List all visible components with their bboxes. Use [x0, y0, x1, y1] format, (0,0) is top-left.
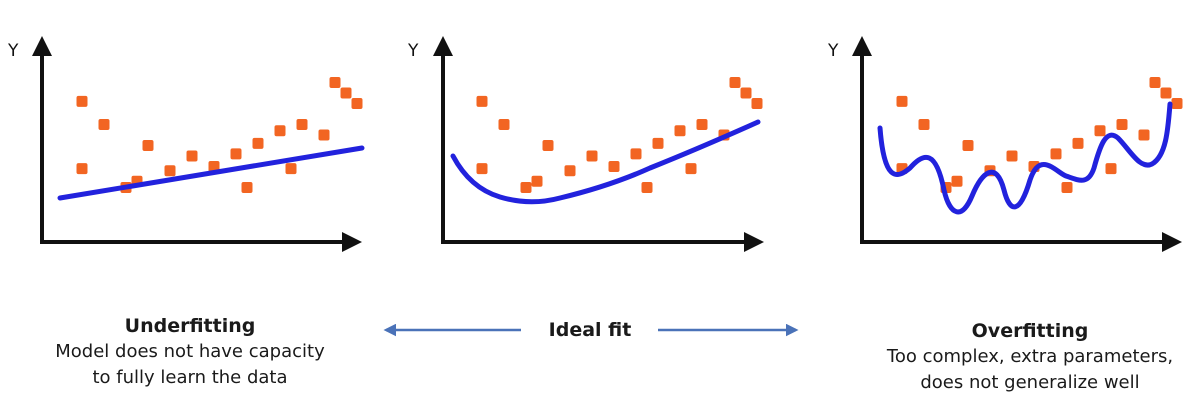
data-point	[1105, 163, 1117, 175]
caption-overfitting: Overfitting Too complex, extra parameter…	[860, 318, 1200, 396]
panel-ideal-fit: Y	[407, 36, 764, 252]
data-point	[230, 148, 242, 160]
data-point	[186, 150, 198, 162]
data-point	[1061, 182, 1073, 193]
data-point	[1116, 119, 1128, 130]
caption-title: Overfitting	[971, 320, 1089, 342]
caption-title: Underfitting	[124, 315, 256, 337]
data-point	[520, 182, 532, 193]
data-point	[476, 95, 488, 107]
data-point	[318, 129, 330, 141]
data-point	[674, 125, 686, 137]
data-point	[1006, 150, 1018, 162]
data-point	[729, 77, 741, 88]
data-point	[696, 119, 708, 130]
data-point	[685, 163, 697, 175]
data-point	[542, 140, 554, 151]
caption-description-line1: Model does not have capacity	[55, 341, 325, 362]
data-point	[1149, 77, 1161, 88]
caption-description-line1: Too complex, extra parameters,	[886, 346, 1174, 367]
data-points	[76, 77, 363, 193]
data-point	[630, 148, 642, 160]
data-point	[652, 137, 664, 149]
data-point	[951, 175, 963, 187]
caption-title: Ideal fit	[548, 319, 632, 341]
data-point	[641, 182, 653, 193]
data-point	[476, 163, 488, 175]
data-point	[1072, 137, 1084, 149]
y-axis-label: Y	[827, 41, 839, 61]
data-point	[1094, 125, 1106, 137]
caption-description-line2: to fully learn the data	[92, 367, 288, 388]
data-point	[918, 119, 930, 130]
data-point	[1138, 129, 1150, 141]
data-point	[1050, 148, 1062, 160]
data-point	[340, 87, 352, 99]
caption-underfitting: Underfitting Model does not have capacit…	[20, 313, 360, 391]
y-axis-label: Y	[407, 41, 419, 61]
data-point	[1171, 98, 1183, 109]
data-point	[296, 119, 308, 130]
data-point	[329, 77, 341, 88]
data-point	[498, 119, 510, 130]
data-point	[896, 95, 908, 107]
data-point	[351, 98, 363, 109]
data-point	[608, 161, 620, 172]
caption-description-line2: does not generalize well	[920, 372, 1140, 393]
data-points	[476, 77, 763, 193]
data-point	[208, 161, 220, 172]
data-point	[142, 140, 154, 151]
data-point	[586, 150, 598, 162]
caption-ideal-fit: Ideal fit	[490, 317, 690, 343]
data-point	[531, 175, 543, 187]
panel-overfitting: Y	[827, 36, 1183, 252]
data-point	[164, 165, 176, 177]
fit-line-wiggly	[877, 101, 1173, 215]
data-point	[740, 87, 752, 99]
data-point	[76, 163, 88, 175]
data-point	[241, 182, 253, 193]
panel-underfitting: Y	[7, 36, 365, 252]
fit-line-quadratic	[450, 119, 761, 205]
data-point	[285, 163, 297, 175]
fit-line-linear	[57, 145, 365, 201]
data-point	[751, 98, 763, 109]
data-point	[1160, 87, 1172, 99]
data-point	[98, 119, 110, 130]
data-point	[274, 125, 286, 137]
data-point	[962, 140, 974, 151]
y-axis-label: Y	[7, 41, 19, 61]
data-point	[76, 95, 88, 107]
data-point	[252, 137, 264, 149]
data-point	[564, 165, 576, 177]
